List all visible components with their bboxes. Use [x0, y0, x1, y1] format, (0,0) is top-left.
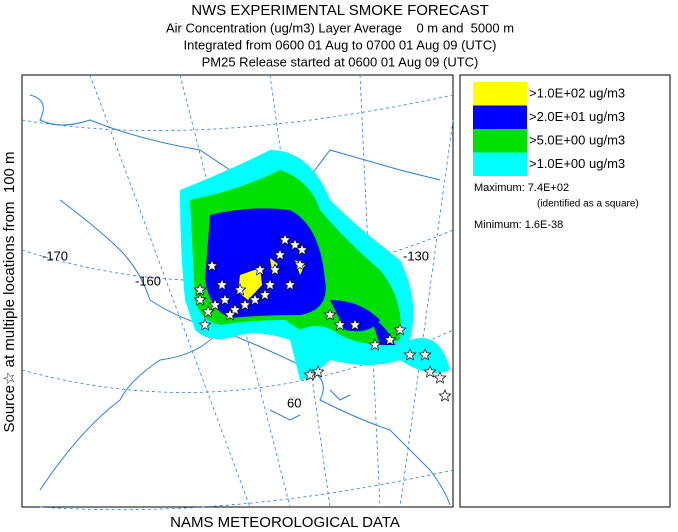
- source-star: [205, 259, 219, 272]
- source-star: [323, 308, 337, 321]
- map-labels: -170 -160 -130 60: [42, 248, 429, 410]
- legend-label: >2.0E+01 ug/m3: [529, 109, 625, 124]
- smoke-plume: [180, 150, 450, 380]
- source-star: [215, 278, 229, 291]
- longitude-label: -130: [403, 248, 429, 263]
- maximum: Maximum: 7.4E+02: [474, 182, 569, 194]
- source-star: [233, 283, 247, 296]
- source-star: [288, 238, 302, 251]
- source-star: [433, 371, 447, 384]
- source-star: [263, 278, 277, 291]
- source-star: [303, 368, 317, 381]
- legend-swatch: [473, 82, 527, 106]
- source-star: [201, 305, 215, 318]
- longitude-label: -160: [135, 273, 161, 288]
- source-star: [278, 233, 292, 246]
- source-star: [258, 288, 272, 301]
- source-star: [333, 318, 347, 331]
- source-star: [393, 323, 407, 336]
- source-star: [193, 293, 207, 306]
- legend: >1.0E+02 ug/m3 >2.0E+01 ug/m3 >5.0E+00 ug/…: [473, 82, 625, 176]
- source-star: [403, 348, 417, 361]
- source-star: [268, 263, 282, 276]
- legend-swatch: [473, 129, 527, 153]
- source-star: [223, 308, 237, 321]
- legend-label: >1.0E+00 ug/m3: [529, 156, 625, 171]
- source-star: [253, 263, 267, 276]
- source-star: [218, 293, 232, 306]
- map: -170 -160 -130 60: [21, 74, 454, 511]
- source-star: [193, 283, 207, 296]
- title: NWS EXPERIMENTAL SMOKE FORECAST: [191, 2, 489, 19]
- source-star: [311, 365, 325, 378]
- source-star: [273, 248, 287, 261]
- legend-frame: [459, 74, 671, 508]
- source-star: [283, 278, 297, 291]
- source-star: [368, 338, 382, 351]
- source-star: [248, 293, 262, 306]
- source-star: [423, 365, 437, 378]
- subtitle: Integrated from 0600 01 Aug to 0700 01 A…: [184, 37, 497, 52]
- legend-swatch: [473, 152, 527, 176]
- source-star: [383, 333, 397, 346]
- maximum-note: (identified as a square): [537, 199, 639, 210]
- footer: NAMS METEOROLOGICAL DATA: [170, 514, 400, 531]
- legend-label: >5.0E+00 ug/m3: [529, 132, 625, 147]
- source-star: [293, 258, 307, 271]
- latitude-label: 60: [287, 395, 301, 410]
- longitude-label: -170: [42, 248, 68, 263]
- source-star: [438, 389, 452, 402]
- legend-swatch: [473, 105, 527, 129]
- subtitle: PM25 Release started at 0600 01 Aug 09 (…: [202, 54, 479, 69]
- minimum: Minimum: 1.6E-38: [474, 219, 563, 231]
- source-star: [198, 318, 212, 331]
- source-star: [348, 318, 362, 331]
- legend-label: >1.0E+02 ug/m3: [529, 85, 625, 100]
- source-star: [418, 348, 432, 361]
- source-markers: [193, 233, 452, 402]
- source-star: [238, 298, 252, 311]
- source-label: Source☆ at multiple locations from 100 m: [1, 151, 18, 432]
- source-star: [295, 243, 309, 256]
- subtitle: Air Concentration (ug/m3) Layer Average …: [166, 20, 514, 35]
- source-star: [208, 298, 222, 311]
